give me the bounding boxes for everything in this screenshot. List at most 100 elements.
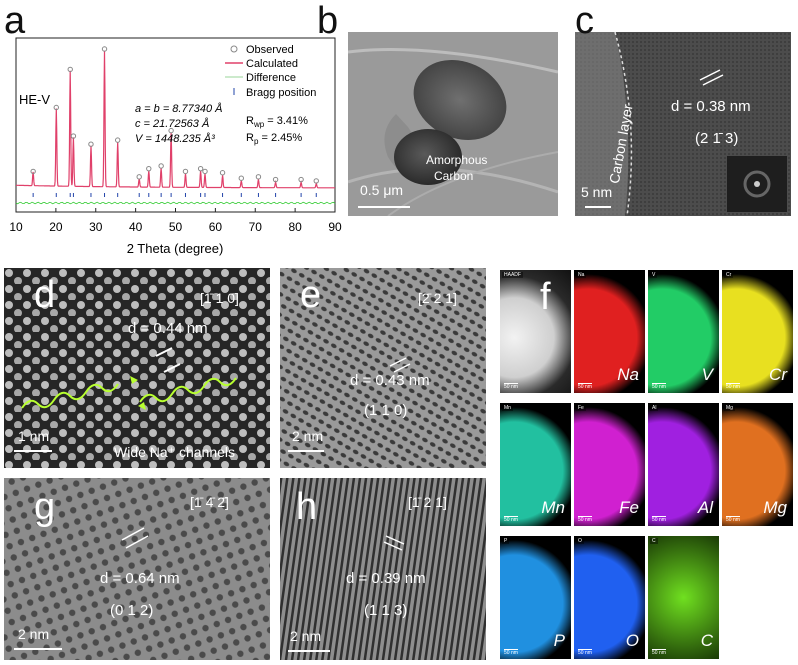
- d-spacing-g: d = 0.64 nm: [100, 570, 180, 587]
- legend-observed-marker: [230, 45, 238, 53]
- zone-d: [1̄ 1 0]: [200, 290, 239, 306]
- panel-c-letter: c: [575, 0, 594, 42]
- observed-point: [219, 170, 226, 176]
- observed-point: [53, 104, 59, 111]
- sample-label: HE-V: [19, 92, 50, 107]
- scale-bar-h: [288, 650, 330, 652]
- eds-scale-label: 50 nm: [726, 384, 740, 390]
- eds-element-label: Mn: [541, 498, 565, 517]
- x-tick-label: 10: [9, 220, 23, 234]
- lattice-c: c = 21.72563 Å: [135, 117, 209, 130]
- eds-map-tag: P: [502, 538, 510, 544]
- difference-curve: [15, 201, 336, 205]
- legend-bragg: Bragg position: [246, 87, 316, 99]
- eds-map-tag: Al: [650, 405, 659, 411]
- d-spacing-e: d = 0.43 nm: [350, 372, 430, 389]
- x-tick-label: 80: [288, 220, 302, 234]
- eds-map-tag: HAADF: [502, 272, 523, 278]
- xrd-series: [15, 46, 336, 205]
- calculated-profile: [16, 50, 335, 189]
- x-tick-label: 50: [169, 220, 183, 234]
- eds-map-tag: Fe: [576, 405, 586, 411]
- panel-g-letter: g: [34, 486, 56, 528]
- carbon-label: Carbon: [434, 169, 474, 183]
- eds-scale-bar: [578, 649, 592, 650]
- x-tick-label: 60: [209, 220, 223, 234]
- observed-point: [70, 133, 77, 139]
- panel-h-image: [1̄ 2 1] d = 0.39 nm (1 1 3) 2 nm: [280, 478, 486, 660]
- eds-map-na: Na Na 50 nm: [574, 270, 645, 393]
- scale-label-h: 2 nm: [290, 628, 322, 644]
- eds-scale-bar: [652, 383, 666, 384]
- x-tick-label: 90: [328, 220, 342, 234]
- d-spacing-c: d = 0.38 nm: [671, 98, 751, 115]
- scale-bar-e: [288, 450, 324, 452]
- eds-scale-label: 50 nm: [726, 517, 740, 523]
- observed-point: [238, 175, 244, 181]
- eds-map-haadf: HAADF 50 nm: [500, 270, 571, 393]
- panel-d-letter: d: [34, 274, 56, 316]
- lattice-v: V = 1448.235 Å³: [135, 132, 215, 145]
- zone-g: [1̄ 4̄ 2̄]: [190, 494, 229, 510]
- rp-label: Rp = 2.45%: [246, 132, 302, 146]
- eds-map-cr: Cr Cr 50 nm: [722, 270, 793, 393]
- scale-bar-g: [14, 648, 62, 650]
- observed-point: [298, 176, 304, 183]
- eds-scale-label: 50 nm: [504, 517, 518, 523]
- eds-scale-label: 50 nm: [578, 650, 592, 656]
- d-spacing-d: d = 0.44 nm: [128, 320, 208, 337]
- panel-b-image: Amorphous Carbon 0.5 μm: [348, 32, 558, 216]
- panel-d-image: [1̄ 1 0] d = 0.44 nm Wide Na⁺ channels 1…: [4, 268, 270, 468]
- observed-point: [88, 141, 94, 147]
- panel-e-image: [2̄ 2 1] d = 0.43 nm (1 1 0) 2 nm: [280, 268, 486, 468]
- observed-point: [136, 174, 142, 180]
- eds-scale-label: 50 nm: [652, 650, 666, 656]
- eds-element-label: Fe: [619, 498, 639, 517]
- legend-observed: Observed: [246, 44, 294, 56]
- caption-d: Wide Na⁺ channels: [114, 444, 236, 460]
- eds-scale-label: 50 nm: [652, 384, 666, 390]
- eds-map-mg: Mg Mg 50 nm: [722, 403, 793, 526]
- observed-point: [146, 165, 152, 172]
- eds-map-tag: Na: [576, 272, 587, 278]
- panel-e-letter: e: [300, 274, 322, 316]
- plane-e: (1 1 0): [364, 402, 408, 419]
- scale-label-c: 5 nm: [581, 184, 613, 200]
- d-spacing-h: d = 0.39 nm: [346, 570, 426, 587]
- observed-point: [182, 168, 189, 175]
- eds-map-al: Al Al 50 nm: [648, 403, 719, 526]
- eds-scale-bar: [578, 383, 592, 384]
- plane-g: (0 1 2): [110, 602, 154, 619]
- eds-scale-bar: [726, 383, 740, 384]
- amorphous-label: Amorphous: [426, 153, 488, 167]
- observed-point: [168, 127, 174, 134]
- eds-scale-label: 50 nm: [504, 384, 518, 390]
- eds-map-mn: Mn Mn 50 nm: [500, 403, 571, 526]
- panel-h-letter: h: [296, 486, 318, 528]
- panel-c-image: Carbon layer d = 0.38 nm (2 1̄ 3) 5 nm: [575, 32, 791, 216]
- eds-map-tag: Mg: [724, 405, 735, 411]
- scale-label-b: 0.5 μm: [360, 182, 404, 198]
- scale-bar-b: [358, 206, 410, 208]
- eds-scale-bar: [504, 516, 518, 517]
- observed-point: [114, 137, 121, 143]
- eds-element-label: Mg: [763, 498, 787, 517]
- x-ticks: 10 20 30 40 50 60 70 80 90: [9, 208, 342, 234]
- eds-map-tag: Cr: [724, 272, 734, 278]
- eds-map-tag: O: [576, 538, 584, 544]
- zone-e: [2̄ 2 1]: [418, 290, 457, 306]
- eds-element-label: V: [701, 365, 713, 384]
- eds-element-label: Cr: [769, 365, 787, 384]
- rp-value: 2.45%: [271, 132, 302, 144]
- rwp-value: 3.41%: [277, 115, 308, 127]
- x-axis-label: 2 Theta (degree): [127, 241, 224, 256]
- eds-map-tag: Mn: [502, 405, 513, 411]
- xrd-chart: 10 20 30 40 50 60 70 80 90 Observed Calculated D…: [9, 37, 342, 256]
- x-tick-label: 40: [129, 220, 143, 234]
- observed-point: [313, 178, 319, 184]
- eds-scale-label: 50 nm: [504, 650, 518, 656]
- scale-label-d: 1 nm: [18, 428, 50, 444]
- eds-element-label: C: [700, 631, 713, 650]
- eds-map-tag: V: [650, 272, 658, 278]
- eds-element-label: O: [625, 631, 639, 650]
